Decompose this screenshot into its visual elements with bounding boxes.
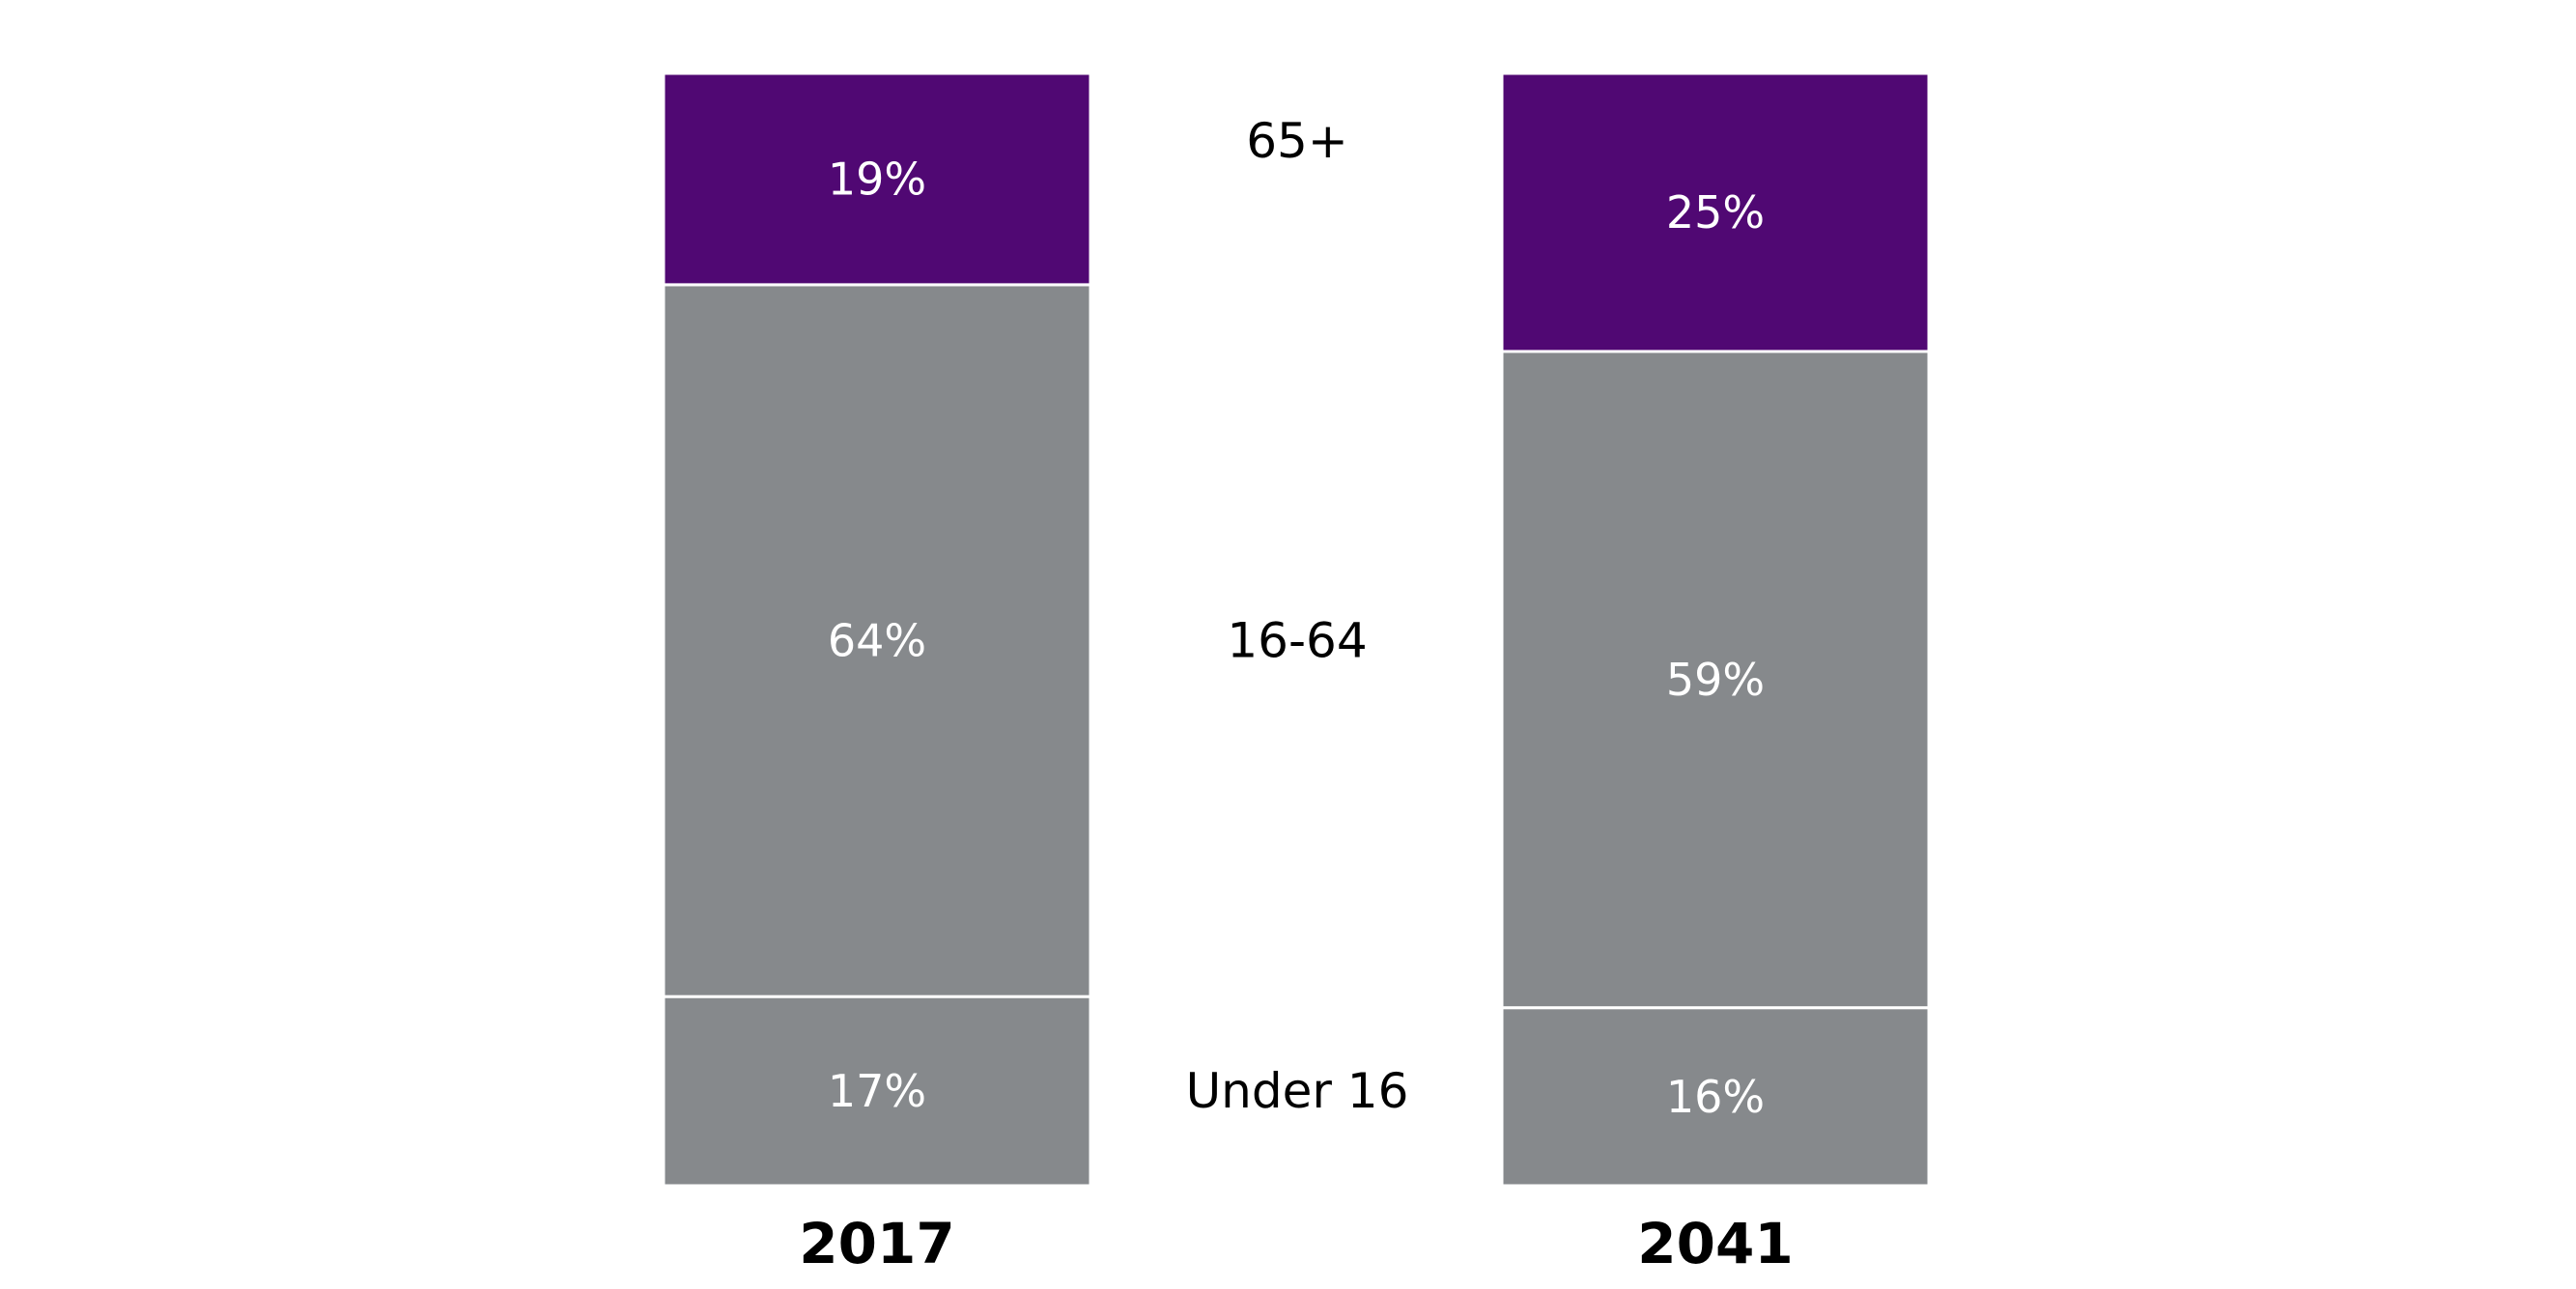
bar-segment-2017-16-64: [662, 283, 1092, 998]
bar-segment-2017-65: [662, 71, 1092, 287]
year-label-2041: 2041: [1637, 1211, 1793, 1276]
bar-segment-2041-16-64: [1500, 350, 1931, 1010]
bar-segment-2041-under-16: [1500, 1006, 1931, 1188]
year-labels-layer: 2017 2041: [799, 1211, 1793, 1276]
year-label-2017: 2017: [799, 1211, 954, 1276]
series-label-16-64: 16-64: [1227, 613, 1367, 669]
bar-segment-2041-65: [1500, 71, 1931, 353]
series-labels-layer: Under 16 16-64 65+: [1186, 113, 1409, 1119]
bar-segment-2017-under-16: [662, 995, 1092, 1188]
data-label-2041-65: 25%: [1666, 186, 1765, 238]
data-label-2041-16-64: 59%: [1666, 654, 1765, 706]
bars-layer: [662, 71, 1931, 1188]
data-label-2017-16-64: 64%: [828, 615, 926, 667]
segment-labels-layer: 17% 64% 19% 16% 59% 25%: [828, 153, 1765, 1122]
series-label-under-16: Under 16: [1186, 1063, 1409, 1119]
data-label-2017-65: 19%: [828, 153, 926, 205]
data-label-2041-under-16: 16%: [1666, 1071, 1765, 1123]
data-label-2017-under-16: 17%: [828, 1065, 926, 1117]
series-label-65: 65+: [1246, 113, 1348, 169]
